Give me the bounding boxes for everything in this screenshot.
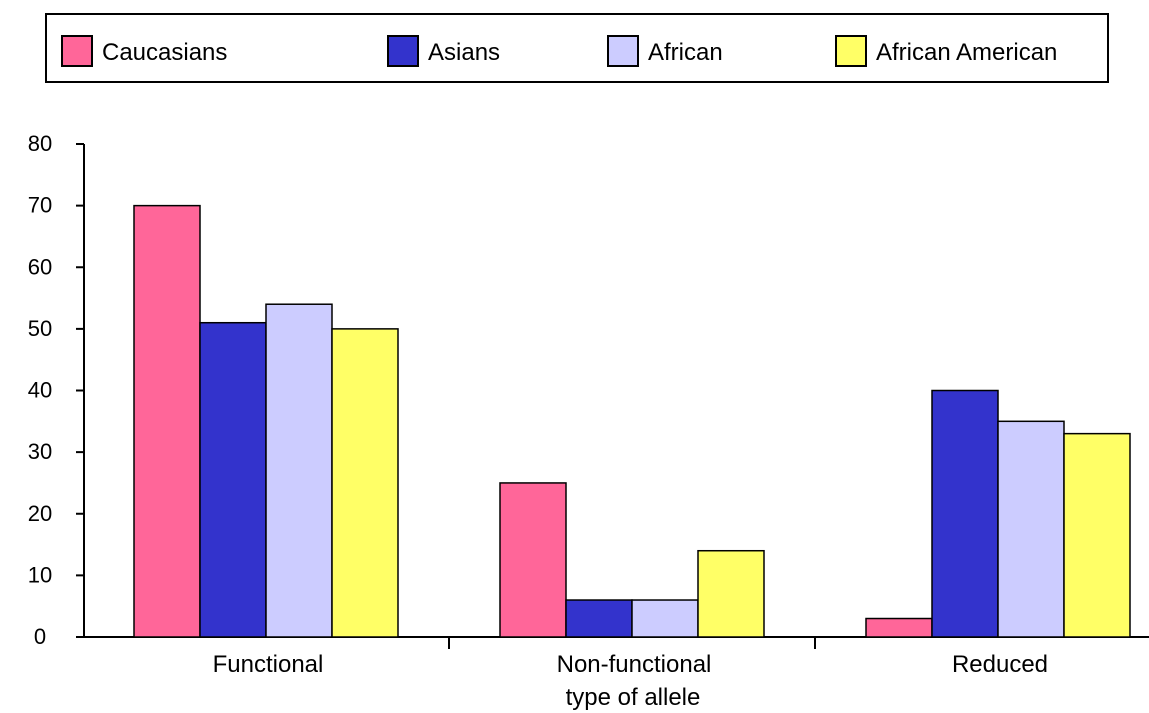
bar-caucasians (133, 204, 201, 638)
x-tick-label: Functional (213, 651, 324, 678)
x-tick-label: Non-functional (557, 651, 712, 678)
y-tick-label: 70 (28, 193, 52, 218)
legend: Caucasians Asians African African American (45, 13, 1109, 83)
legend-swatch (835, 35, 867, 67)
bar-african (631, 599, 699, 638)
y-tick-label: 60 (28, 254, 52, 279)
bar-asians (931, 389, 999, 638)
bar-african (265, 303, 333, 638)
bar-african-american (1063, 432, 1131, 638)
x-tick-label: Reduced (952, 651, 1048, 678)
legend-label: African (648, 39, 723, 66)
legend-swatch (387, 35, 419, 67)
y-tick-label: 80 (28, 131, 52, 156)
bar-african (997, 420, 1065, 638)
legend-swatch (61, 35, 93, 67)
bar-caucasians (865, 617, 933, 638)
bar-asians (565, 599, 633, 638)
x-axis-label: type of allele (566, 684, 701, 711)
y-tick-label: 50 (28, 316, 52, 341)
bar-caucasians (499, 482, 567, 638)
y-tick-label: 40 (28, 378, 52, 403)
bar-african-american (331, 328, 399, 638)
y-tick-label: 30 (28, 439, 52, 464)
bars (133, 204, 1131, 638)
legend-label: Caucasians (102, 39, 227, 66)
y-tick-label: 10 (28, 562, 52, 587)
legend-swatch (607, 35, 639, 67)
legend-label: African American (876, 39, 1057, 66)
legend-box (45, 13, 1109, 83)
bar-asians (199, 321, 267, 638)
legend-label: Asians (428, 39, 500, 66)
y-tick-label: 20 (28, 501, 52, 526)
y-tick-label: 0 (34, 624, 46, 649)
bar-african-american (697, 549, 765, 638)
